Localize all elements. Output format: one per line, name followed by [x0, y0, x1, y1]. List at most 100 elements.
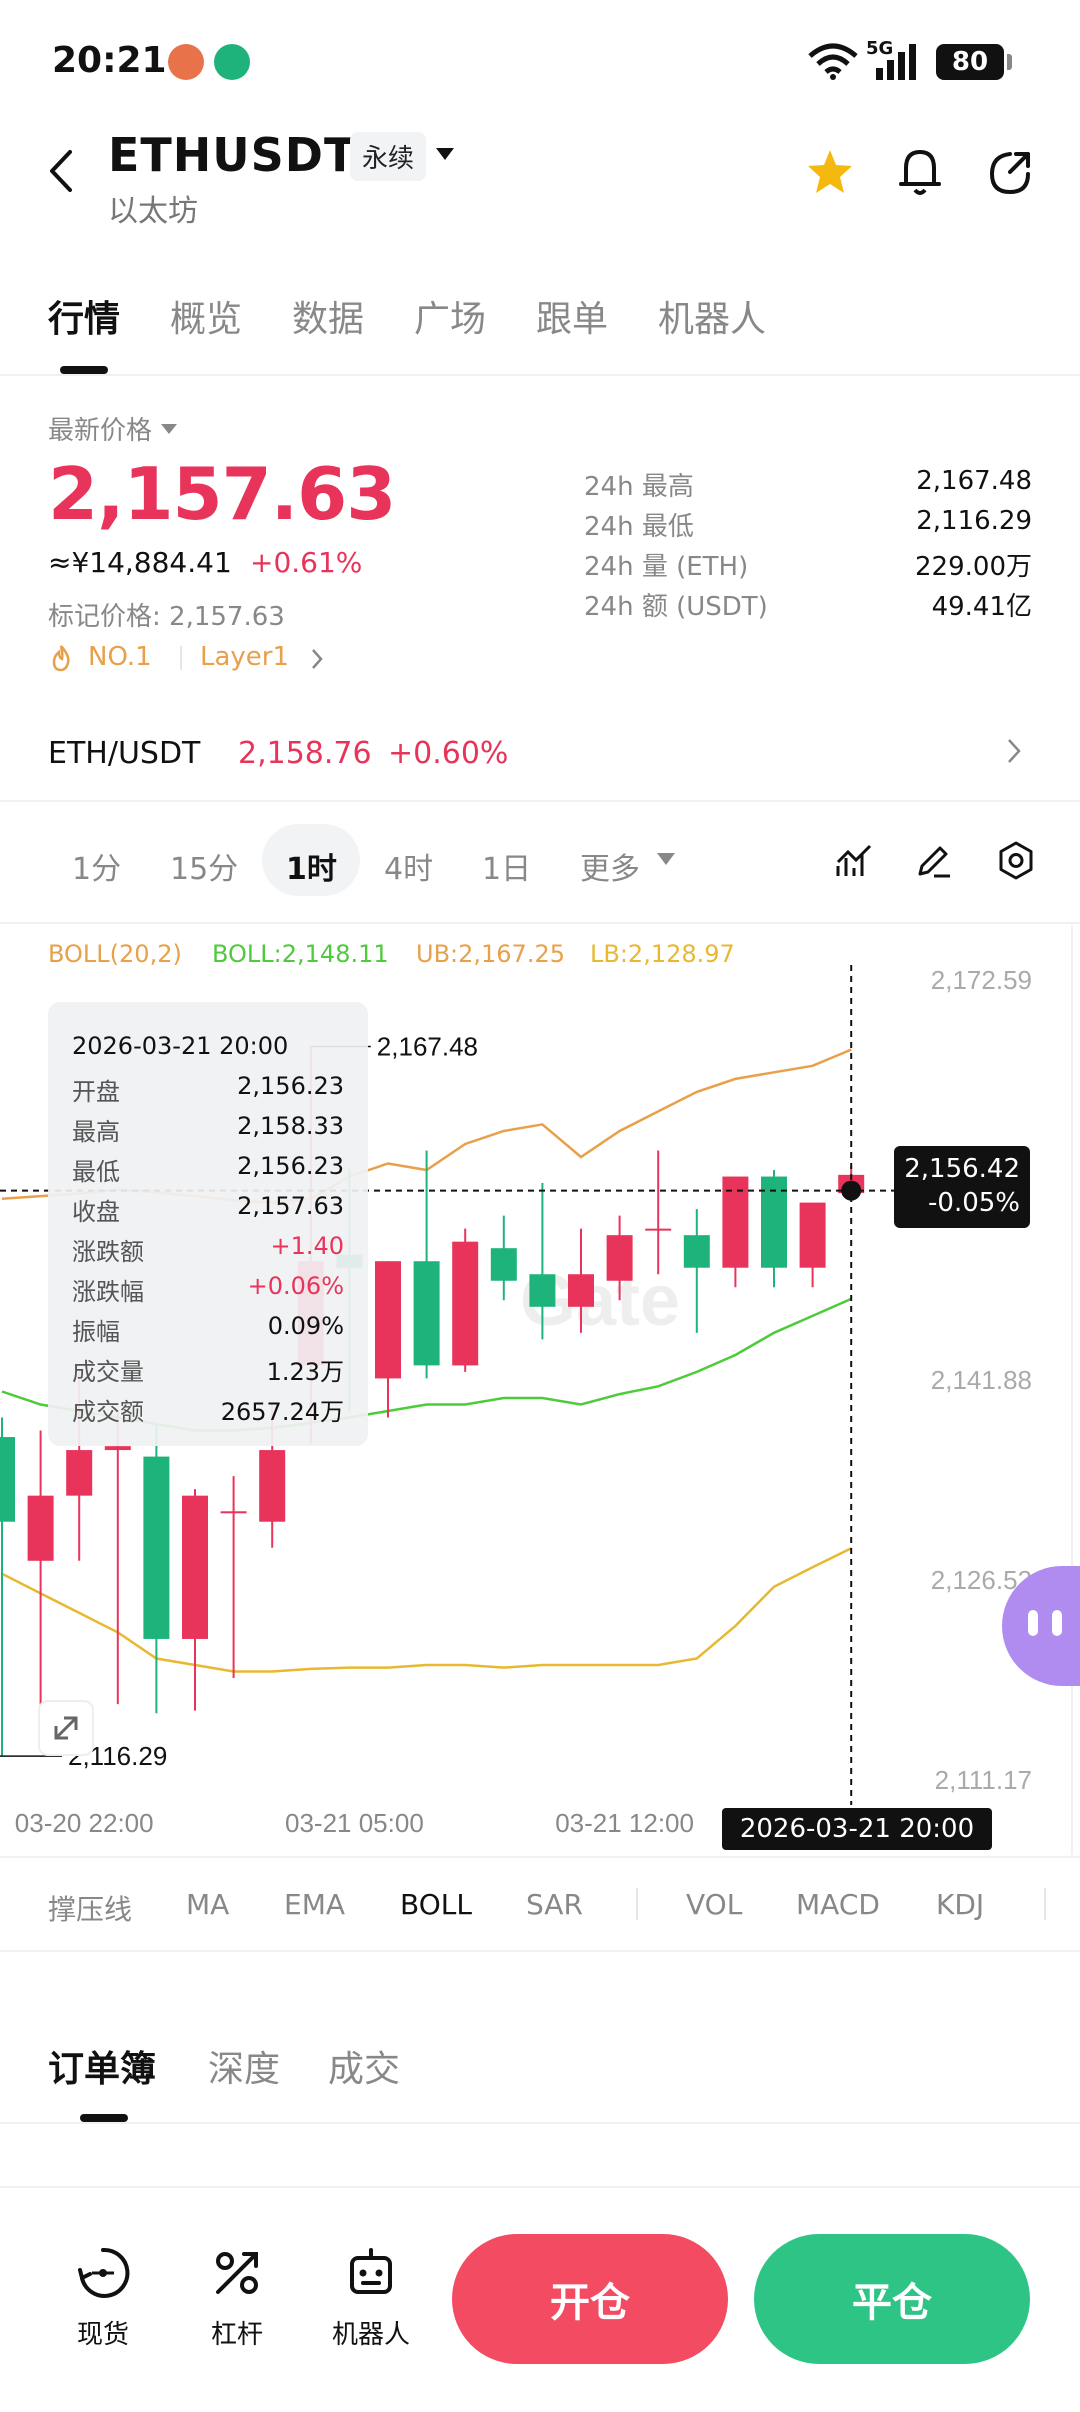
indicator-vol[interactable]: VOL: [686, 1888, 743, 1921]
interval-1d[interactable]: 1日: [482, 852, 532, 887]
app-notification-icon: [214, 44, 250, 80]
candle-body: [375, 1261, 401, 1379]
divider: [0, 922, 1080, 924]
nav-spot[interactable]: 现货: [48, 2246, 158, 2351]
last-price: 2,157.63: [48, 452, 396, 536]
candle-body: [529, 1274, 556, 1307]
interval-1h[interactable]: 1时: [286, 852, 337, 887]
indicator-support-resistance[interactable]: 撑压线: [48, 1893, 133, 1926]
tab-trades[interactable]: 成交: [328, 2049, 401, 2090]
indicator-kdj[interactable]: KDJ: [936, 1888, 985, 1921]
high-marker-label: 2,167.48: [377, 1032, 478, 1062]
indicator-settings-icon[interactable]: [834, 842, 874, 880]
pair-title[interactable]: ETHUSDT: [108, 128, 357, 182]
nav-bot[interactable]: 机器人: [316, 2246, 426, 2351]
separator: [1044, 1888, 1046, 1920]
candle: [0, 1417, 15, 1757]
price-label-text: 最新价格: [48, 416, 153, 446]
flame-icon: [52, 645, 70, 672]
boll-legend-mid: BOLL:2,148.11: [212, 940, 389, 968]
interval-4h[interactable]: 4时: [384, 852, 434, 887]
badge-change: -0.05%: [928, 1188, 1020, 1218]
nav-leverage[interactable]: 杠杆: [182, 2246, 292, 2351]
interval-more[interactable]: 更多: [580, 852, 640, 887]
candle-body: [645, 1228, 672, 1231]
tab-overview[interactable]: 概览: [170, 299, 243, 340]
crosshair-dot: [841, 1180, 862, 1201]
crosshair-price-badge: 2,156.42 -0.05%: [894, 1146, 1030, 1228]
tab-data[interactable]: 数据: [292, 299, 365, 340]
open-position-button[interactable]: 开仓: [452, 2234, 728, 2364]
dropdown-triangle-icon[interactable]: [656, 852, 676, 866]
rank-tag[interactable]: NO.1: [88, 642, 152, 672]
indicator-ma[interactable]: MA: [186, 1888, 230, 1921]
favorite-star-icon[interactable]: [806, 148, 854, 194]
tab-square[interactable]: 广场: [414, 299, 487, 340]
tooltip-row-value: 2,156.23: [237, 1152, 344, 1180]
share-icon[interactable]: [986, 150, 1032, 196]
divider: [0, 1950, 1080, 1952]
tooltip-row-value: 2,156.23: [237, 1072, 344, 1100]
tab-order-book[interactable]: 订单簿: [48, 2049, 157, 2090]
y-tick-label: 2,111.17: [935, 1765, 1032, 1795]
tab-bot[interactable]: 机器人: [658, 299, 767, 340]
candle-body: [182, 1495, 208, 1639]
tab-underline: [80, 2114, 128, 2122]
draw-pencil-icon[interactable]: [914, 842, 954, 880]
tooltip-time: 2026-03-21 20:00: [72, 1032, 344, 1060]
chart-settings-icon[interactable]: [996, 840, 1036, 882]
category-tag[interactable]: Layer1: [200, 642, 290, 672]
y-tick-label: 2,172.59: [931, 965, 1032, 995]
tooltip-row-value: 2,157.63: [237, 1192, 344, 1220]
candle-body: [27, 1495, 54, 1561]
network-type: 5G: [866, 38, 894, 59]
indicator-boll[interactable]: BOLL: [400, 1888, 472, 1921]
candle-body: [259, 1450, 286, 1522]
pair-subtitle: 以太坊: [108, 194, 198, 229]
candle: [606, 1215, 633, 1301]
indicator-macd[interactable]: MACD: [796, 1888, 880, 1921]
leverage-icon: [216, 2252, 258, 2294]
interval-15m[interactable]: 15分: [170, 852, 239, 887]
tooltip-row-label: 成交额: [72, 1398, 144, 1426]
expand-chart-button[interactable]: [38, 1700, 94, 1756]
candle-body: [683, 1235, 710, 1268]
candle: [799, 1202, 826, 1288]
candle-body: [568, 1274, 594, 1307]
tooltip-row-label: 成交量: [72, 1358, 144, 1386]
tab-copy-trade[interactable]: 跟单: [536, 299, 609, 340]
tooltip-row-label: 开盘: [72, 1078, 120, 1106]
cny-price: ≈¥14,884.41: [48, 546, 232, 579]
separator: [180, 646, 182, 670]
contract-type-tag[interactable]: 永续: [350, 132, 427, 181]
divider: [0, 2122, 1080, 2124]
back-icon[interactable]: [46, 148, 76, 194]
tab-market[interactable]: 行情: [48, 299, 121, 340]
candle: [259, 1404, 286, 1548]
indicator-sar[interactable]: SAR: [526, 1888, 583, 1921]
bell-icon[interactable]: [896, 146, 944, 198]
tab-depth[interactable]: 深度: [208, 2049, 281, 2090]
interval-1m[interactable]: 1分: [72, 852, 122, 887]
tooltip-row-value: +1.40: [270, 1232, 344, 1260]
chevron-right-icon[interactable]: [310, 648, 324, 670]
tooltip-row: 最高 2,158.33: [72, 1112, 344, 1147]
dropdown-triangle-icon[interactable]: [434, 146, 456, 162]
tooltip-row-label: 振幅: [72, 1318, 120, 1346]
dropdown-triangle-icon: [161, 423, 178, 434]
tooltip-row-label: 收盘: [72, 1198, 120, 1226]
chevron-right-icon[interactable]: [1006, 738, 1022, 764]
close-position-button[interactable]: 平仓: [754, 2234, 1030, 2364]
x-tick-label: 03-20 22:00: [15, 1808, 154, 1838]
candle-body: [761, 1176, 787, 1268]
nav-bot-label: 机器人: [331, 2320, 410, 2350]
price-label[interactable]: 最新价格: [48, 410, 178, 447]
separator: [636, 1888, 638, 1920]
candle: [529, 1183, 556, 1340]
stat-turnover-label: 24h 额 (USDT): [584, 592, 768, 622]
nav-leverage-label: 杠杆: [210, 2320, 263, 2350]
spot-pair: ETH/USDT: [48, 736, 201, 771]
x-tick-label: 03-21 12:00: [555, 1808, 694, 1838]
indicator-ema[interactable]: EMA: [284, 1888, 346, 1921]
tooltip-row: 涨跌幅 +0.06%: [72, 1272, 344, 1307]
